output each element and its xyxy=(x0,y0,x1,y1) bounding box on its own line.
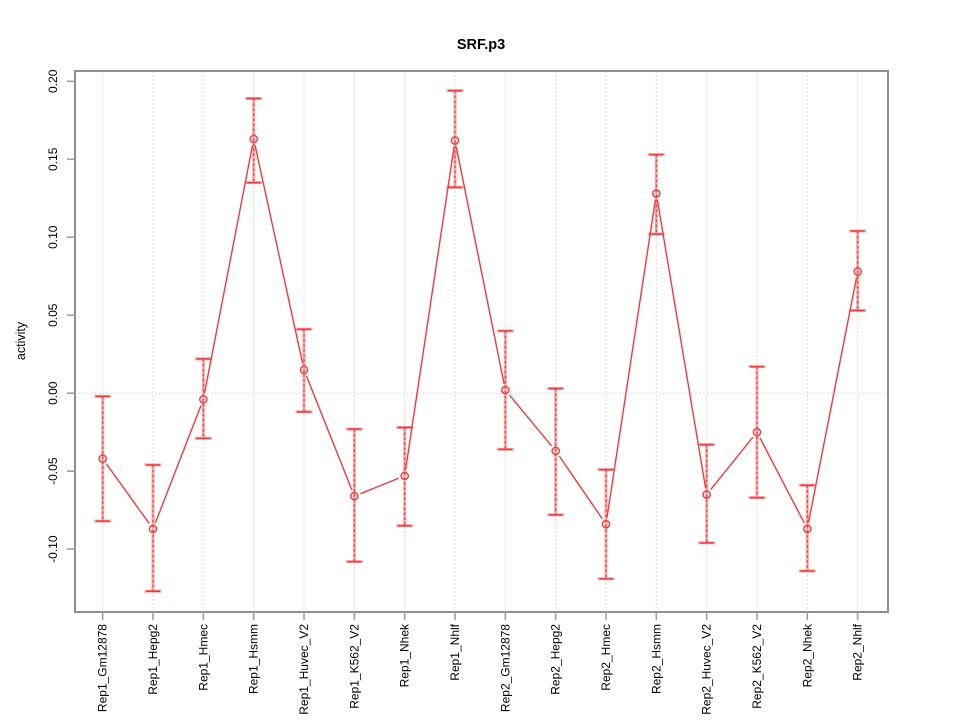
data-point-marker xyxy=(450,136,460,145)
x-tick-label: Rep1_K562_V2 xyxy=(347,624,361,709)
data-point-marker xyxy=(702,490,711,499)
y-tick-label: 0.10 xyxy=(46,225,60,249)
x-tick-label: Rep1_Gm12878 xyxy=(96,624,110,712)
x-tick-label: Rep2_Gm12878 xyxy=(498,624,512,712)
series-segment xyxy=(807,277,858,523)
data-point-marker xyxy=(652,189,661,198)
y-tick-label: -0.10 xyxy=(46,535,60,563)
x-tick-label: Rep2_Hsmm xyxy=(649,624,663,694)
y-tick-label: 0.20 xyxy=(46,69,60,93)
data-point-marker xyxy=(601,519,611,529)
series-segment xyxy=(203,145,254,394)
series-segment xyxy=(656,199,707,489)
plot-generated-layers: 0.20 0.15 0.10 0.05 0.00 -0.05 -0.10 Rep1_Gm128… xyxy=(46,69,889,715)
data-point-marker xyxy=(148,524,158,534)
x-tick-label: Rep2_Hmec xyxy=(599,624,613,691)
y-tick-label: 0.00 xyxy=(46,381,60,405)
x-tick-label: Rep1_Hmec xyxy=(196,624,210,691)
y-tick-label: 0.05 xyxy=(46,303,60,327)
x-tick-label: Rep2_Hepg2 xyxy=(549,624,563,695)
data-point-marker xyxy=(199,395,208,404)
x-tick-label: Rep1_Nhlf xyxy=(448,623,462,680)
x-tick-label: Rep1_Huvec_V2 xyxy=(297,624,311,715)
x-tick-label: Rep2_K562_V2 xyxy=(750,624,764,709)
series-segment xyxy=(154,405,202,524)
y-axis-label: activity xyxy=(14,321,28,360)
y-tick-label: -0.05 xyxy=(46,457,60,485)
x-tick-label: Rep1_Hsmm xyxy=(247,624,261,694)
data-point-marker xyxy=(249,134,258,144)
data-point-marker xyxy=(551,446,560,456)
series-segment xyxy=(710,436,754,490)
chart-title: SRF.p3 xyxy=(457,37,505,53)
x-tick-label: Rep2_Nhlf xyxy=(851,623,865,680)
x-tick-label: Rep2_Nhek xyxy=(800,623,814,687)
data-point-marker xyxy=(98,454,107,463)
series-segment xyxy=(508,394,553,447)
plot-frame xyxy=(74,70,889,613)
series-segment xyxy=(759,437,805,524)
series-segment xyxy=(558,455,603,520)
data-point-marker xyxy=(853,267,862,276)
series-segment xyxy=(606,199,657,518)
data-point-marker xyxy=(501,385,510,395)
y-tick-label: 0.15 xyxy=(46,147,60,171)
x-tick-label: Rep1_Nhek xyxy=(398,623,412,687)
x-tick-label: Rep2_Huvec_V2 xyxy=(700,624,714,715)
series-segment xyxy=(105,463,150,525)
series-segment xyxy=(404,146,455,470)
series-segment xyxy=(305,375,353,491)
data-point-marker xyxy=(803,524,812,534)
series-segment xyxy=(254,145,304,364)
series-segment xyxy=(360,477,399,495)
series-segment xyxy=(455,146,505,384)
data-point-marker xyxy=(350,491,359,501)
data-point-marker xyxy=(299,365,309,375)
x-tick-label: Rep1_Hepg2 xyxy=(146,624,160,695)
data-point-marker xyxy=(752,427,762,437)
data-point-marker xyxy=(400,471,409,481)
